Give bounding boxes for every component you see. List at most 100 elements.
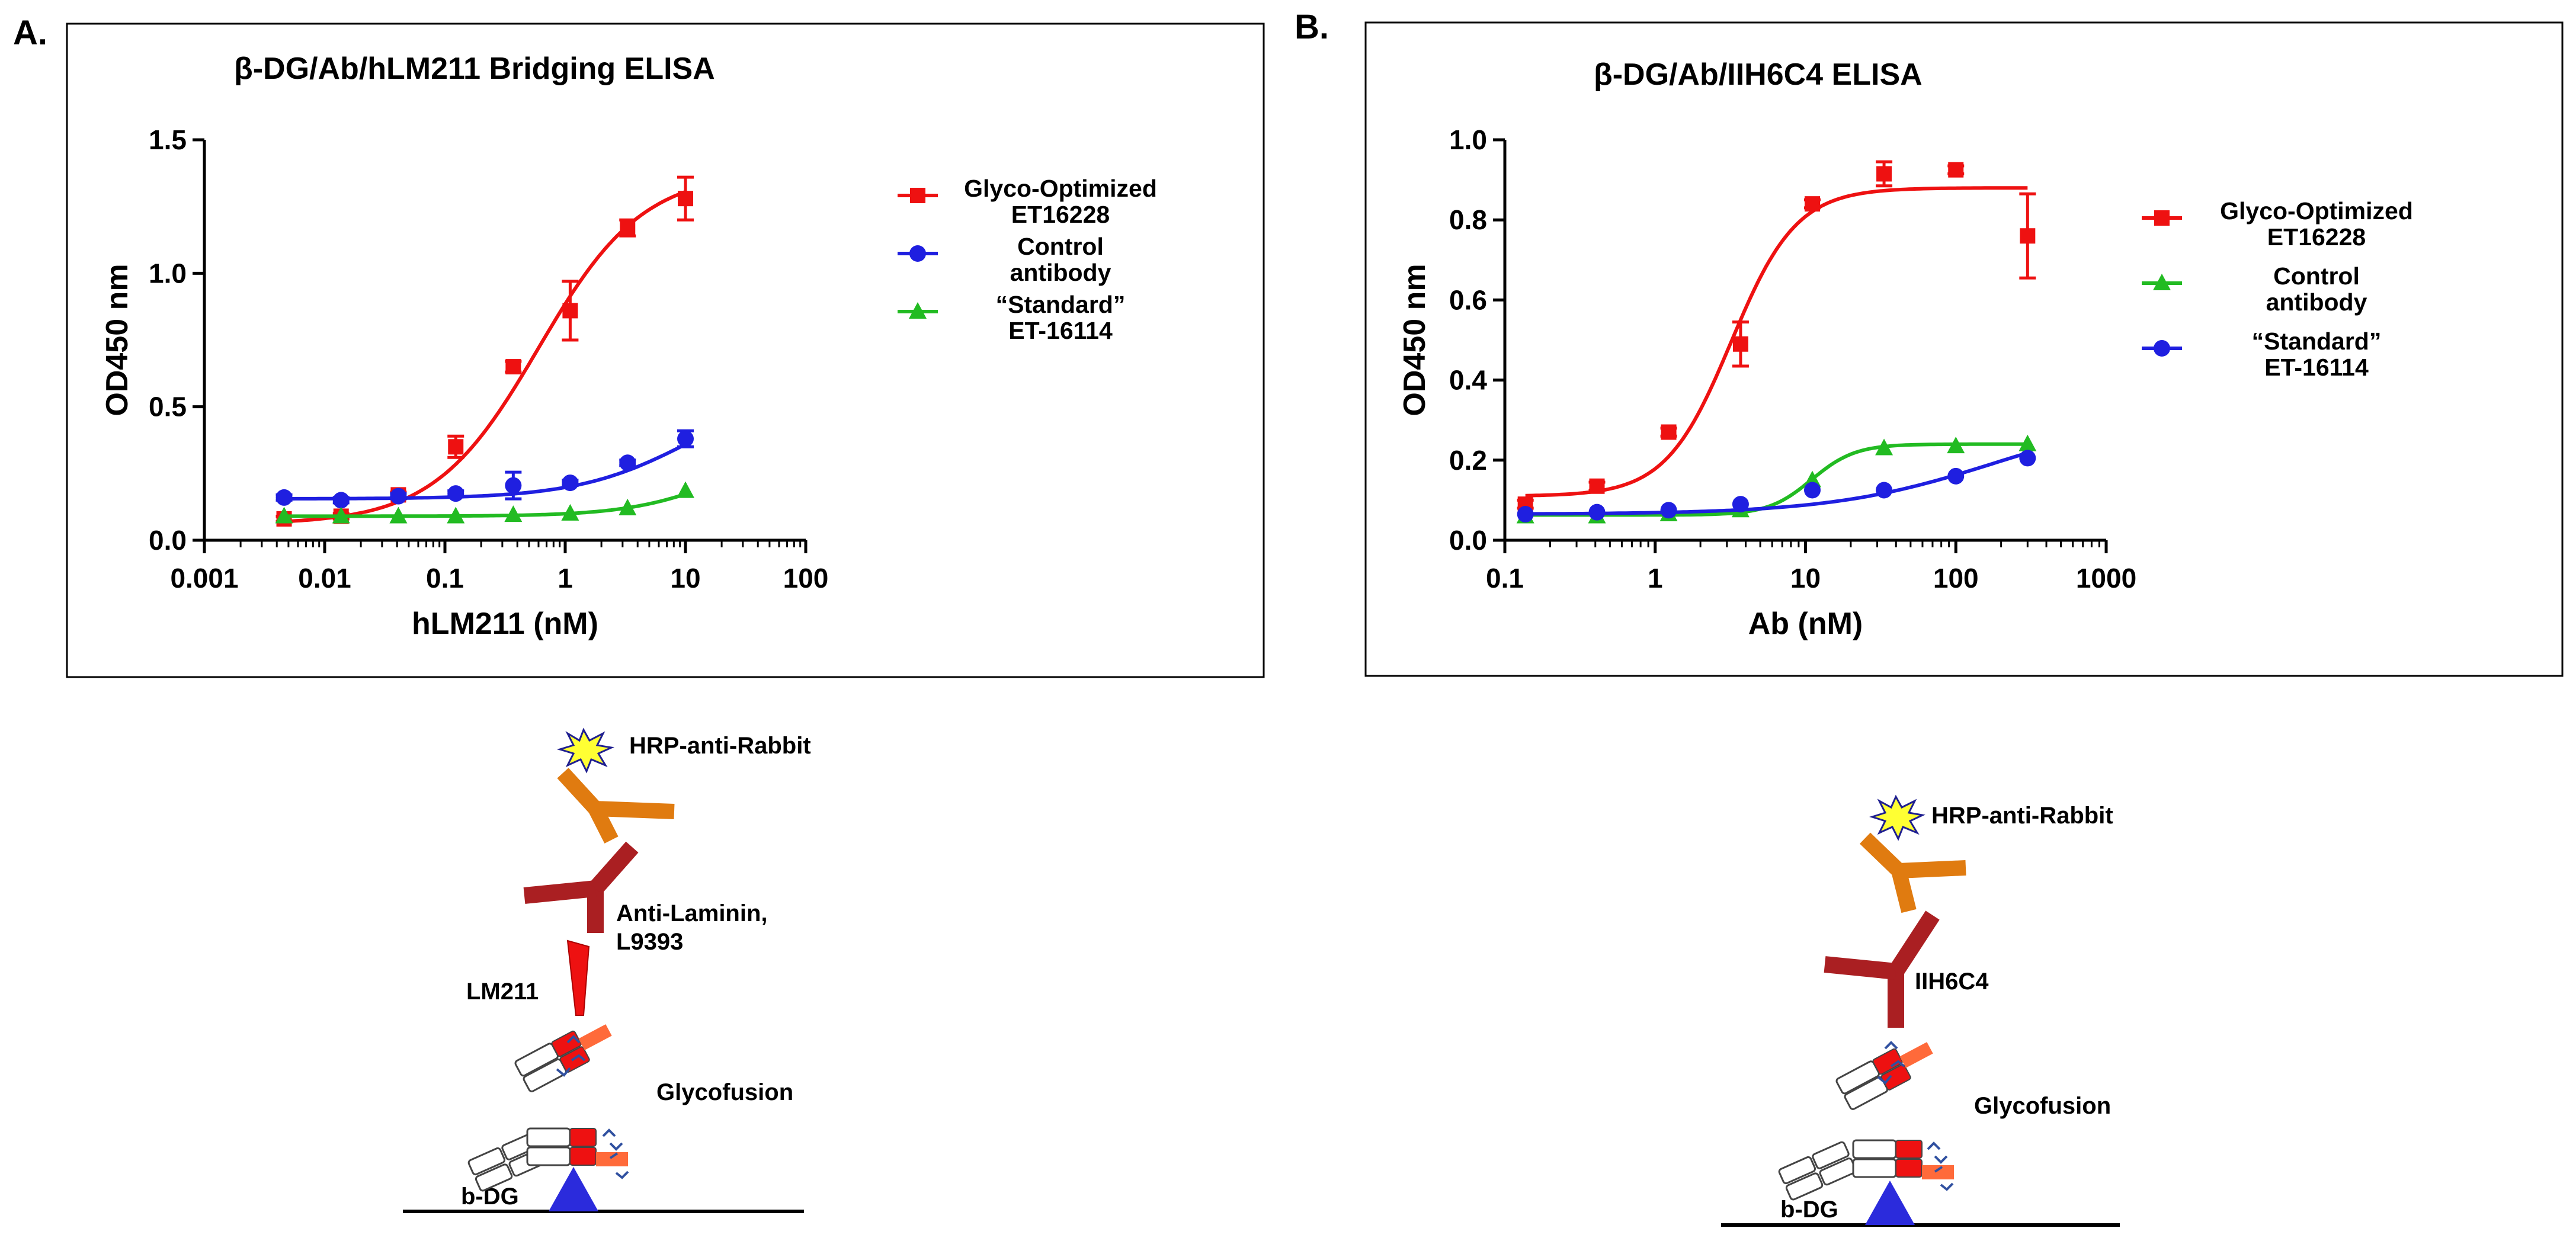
chart-a-point [447,506,465,524]
chart-a-series-0 [275,175,694,527]
chart-b-point [1517,506,1534,523]
diagram-a-lm211 [566,939,590,1016]
chart-b-point [1948,162,1964,178]
chart-a-series-2 [275,481,694,524]
chart-a-fit-curve-2 [284,492,686,518]
chart-b-point [2019,450,2036,467]
chart-b-point [1876,166,1892,182]
chart-a-point [561,504,579,521]
chart-a-point [275,489,293,506]
chart-b-legend-label-1-b: antibody [2266,288,2367,316]
chart-b-legend-marker-0 [2154,210,2170,226]
chart-a-y-tick-label: 0.5 [149,392,187,422]
chart-b-x-tick-label: 1 [1648,563,1663,594]
chart-b-series-0 [1517,160,2036,512]
chart-b: 0.0 0.2 0.4 0.6 0.8 1.0 0.1 1 10 100 1000 Ab (nM) OD… [1398,124,2413,641]
chart-a-x-tick-label: 10 [670,563,700,594]
chart-b-point [1732,336,1748,352]
chart-a-point [332,506,350,524]
chart-a-legend-label-2-a: “Standard” [996,291,1126,318]
diagram-a-hrp-label: HRP-anti-Rabbit [629,733,811,759]
chart-b-legend-label-2-a: “Standard” [2252,328,2382,355]
chart-b-point [1588,504,1606,521]
chart-a-point [620,220,636,236]
chart-a-y-tick-label: 1.5 [149,124,187,155]
diagram-b-spark-icon [1869,794,1925,841]
chart-b-point [2018,434,2037,451]
chart-a-x-axis-label: hLM211 (nM) [412,607,598,641]
panel-label-b: B. [1295,8,1329,46]
chart-b-point [1804,482,1821,499]
chart-a-point [678,191,693,207]
diagram-a-antibody-label-2: L9393 [616,929,683,955]
chart-b-legend-label-2-b: ET-16114 [2264,354,2369,381]
panel-a-frame [66,23,1265,678]
chart-a-point [505,359,521,375]
diagram-a-spark-icon [556,727,615,774]
chart-a: 0.0 0.5 1.0 1.5 0.001 0.01 0.1 1 10 100 hLM211 (nM… [100,124,1157,641]
diagram-a-bdg-triangle [549,1167,598,1211]
chart-a-point [562,474,579,492]
chart-b-y-tick-label: 0.8 [1449,204,1487,235]
chart-a-point [390,488,407,505]
chart-b-fit-curve-0 [1525,186,2028,498]
diagram-b-primary-antibody [1824,910,1940,1028]
chart-a-x-tick-label: 0.01 [298,563,351,594]
chart-a-legend-label-2-b: ET-16114 [1008,317,1113,344]
diagram-a-glycofusion [467,1024,629,1192]
diagram-b-hrp-label: HRP-anti-Rabbit [1931,803,2113,829]
chart-b-legend-label-1-a: Control [2273,262,2360,290]
chart-b-point [2020,228,2036,244]
chart-a-title: β-DG/Ab/hLM211 Bridging ELISA [234,52,715,86]
diagram-b: b-DG Glycofusion [1721,794,2120,1227]
diagram-b-secondary-antibody [1859,832,1966,913]
chart-a-legend-label-1-a: Control [1017,233,1104,260]
chart-b-y-axis-label: OD450 nm [1398,264,1432,416]
chart-a-fit-curve-1 [284,442,687,501]
diagram-a: b-DG Glycofusion [403,727,811,1213]
chart-b-y-tick-label: 0.2 [1449,445,1487,476]
chart-a-point [677,481,694,498]
chart-a-x-tick-label: 100 [783,563,829,594]
chart-a-point [562,303,578,319]
chart-b-y-tick-label: 0.6 [1449,284,1487,315]
diagram-a-primary-antibody [523,841,639,933]
chart-b-point [1947,437,1965,454]
chart-b-x-tick-label: 0.1 [1486,563,1524,594]
chart-b-series-2 [1517,450,2036,523]
chart-b-point [1732,496,1749,513]
chart-a-point [448,439,464,455]
chart-a-legend-marker-1 [909,245,926,262]
chart-b-point [1805,196,1821,212]
chart-a-legend-marker-0 [910,188,925,203]
chart-a-x-tick-label: 0.1 [426,563,464,594]
chart-a-point [504,505,523,522]
chart-a-point [389,506,408,524]
chart-a-y-tick-label: 1.0 [149,258,187,288]
chart-b-point [1661,424,1677,440]
chart-a-point [505,477,522,494]
diagram-b-fab-lower [1778,1141,1857,1201]
chart-b-legend-label-0-b: ET16228 [2267,223,2366,251]
chart-b-title: β-DG/Ab/IIH6C4 ELISA [1594,57,1923,92]
diagram-a-ligand-label: LM211 [466,979,539,1005]
chart-a-series-1 [275,429,694,509]
chart-b-legend-marker-2 [2154,340,2170,357]
chart-a-point [447,485,464,502]
diagram-b-bdg-triangle [1865,1181,1915,1225]
diagram-a-secondary-antibody [557,768,675,844]
chart-b-point [1875,438,1893,456]
diagram-a-fab-upper [514,1024,612,1092]
chart-a-point [619,454,636,472]
diagram-b-antibody-label: IIH6C4 [1915,969,1989,995]
chart-a-legend-label-0-b: ET16228 [1011,201,1110,228]
chart-a-point [332,492,350,509]
chart-b-x-tick-label: 1000 [2076,563,2136,594]
chart-a-point [275,506,293,524]
diagram-a-glyco-label: Glycofusion [656,1079,793,1105]
chart-b-fit-curve-2 [1525,451,2029,516]
diagram-b-glycofusion [1778,1041,1954,1201]
chart-a-legend-marker-2 [909,302,927,319]
chart-b-x-axis-label: Ab (nM) [1748,607,1863,641]
